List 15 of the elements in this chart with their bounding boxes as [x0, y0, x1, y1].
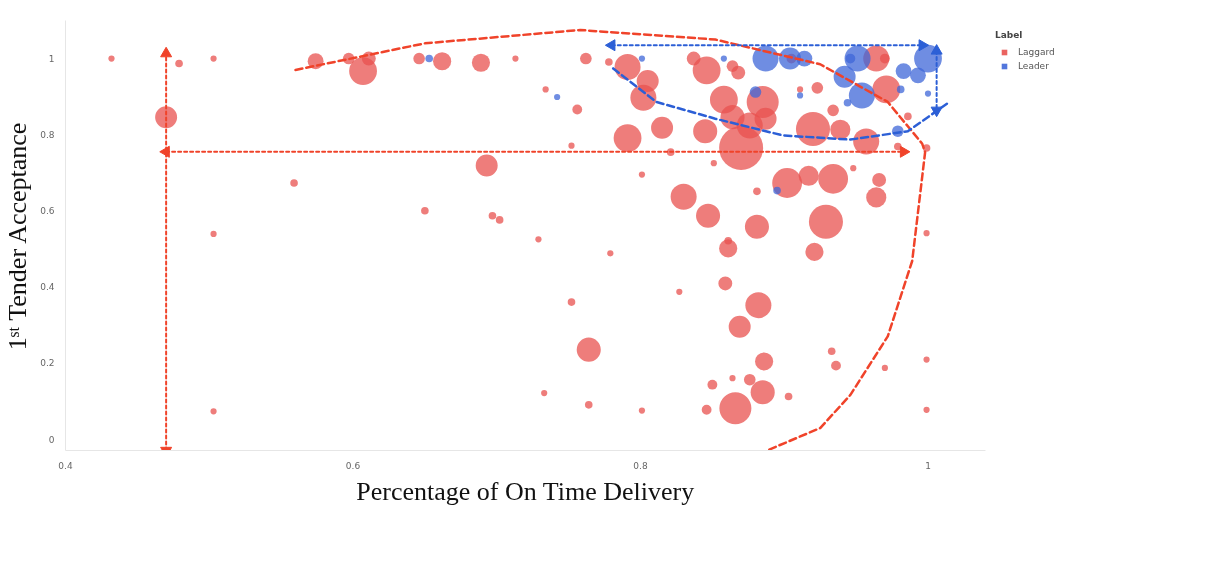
legend-label: Leader: [1018, 60, 1049, 72]
y-tick-label: 0.4: [40, 282, 55, 293]
x-tick-label: 1: [925, 460, 931, 471]
y-tick-label: 0: [48, 434, 55, 445]
legend-title: Label: [995, 30, 1024, 40]
y-tick-label: 1: [48, 54, 55, 65]
y-tick-label: 0.6: [40, 206, 55, 217]
x-tick-label: 0.4: [58, 460, 73, 471]
x-tick-label: 0.8: [633, 460, 648, 471]
x-axis-title: Percentage of On Time Delivery: [356, 476, 695, 506]
y-tick-label: 0.8: [40, 130, 55, 141]
y-tick-label: 0.2: [40, 358, 55, 369]
y-axis-title: 1ˢᵗ Tender Acceptance: [3, 122, 33, 351]
legend-label: Laggard: [1018, 46, 1055, 58]
x-tick-label: 0.6: [345, 460, 361, 471]
